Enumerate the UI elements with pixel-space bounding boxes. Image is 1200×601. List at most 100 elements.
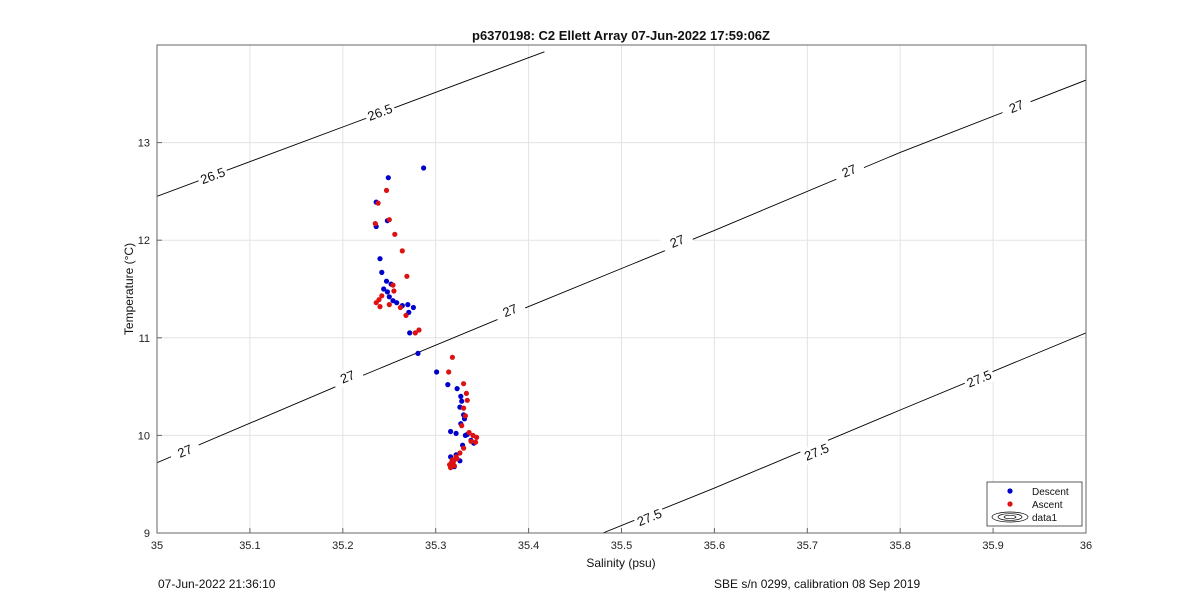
- x-tick-label: 35.5: [611, 540, 632, 552]
- contour-label-bg: [799, 438, 834, 466]
- x-tick-label: 35: [151, 540, 163, 552]
- ascent-point: [403, 312, 409, 318]
- descent-point: [434, 369, 440, 375]
- ascent-point: [373, 300, 379, 306]
- descent-point: [448, 428, 454, 435]
- contour-label: 27: [840, 161, 859, 180]
- descent-point: [462, 432, 468, 438]
- series-ascent: [372, 187, 480, 471]
- contour-label-bg: [632, 504, 667, 531]
- y-tick-label: 13: [138, 138, 150, 150]
- ascent-point: [372, 221, 378, 227]
- x-tick-label: 35.8: [889, 540, 910, 552]
- footer-timestamp: 07-Jun-2022 21:36:10: [158, 577, 276, 591]
- descent-point: [421, 165, 427, 171]
- descent-point: [379, 269, 385, 275]
- ascent-point: [454, 456, 460, 462]
- descent-point: [410, 304, 416, 311]
- ascent-point: [464, 397, 470, 403]
- descent-point: [385, 175, 391, 181]
- contour-label-bg: [330, 363, 365, 390]
- descent-point: [383, 278, 390, 284]
- ascent-point: [462, 413, 468, 419]
- x-axis-label: Salinity (psu): [586, 556, 655, 570]
- ascent-point: [463, 390, 469, 396]
- contour-line-27: [157, 79, 1086, 464]
- contour-label: 27: [175, 441, 194, 460]
- y-tick-label: 11: [139, 333, 150, 345]
- ascent-point: [468, 438, 474, 444]
- grid: [156, 45, 1087, 534]
- legend-label-ascent: Ascent: [1032, 500, 1063, 511]
- contour-label-bg: [962, 365, 997, 392]
- ascent-point: [383, 187, 390, 193]
- descent-point: [394, 300, 400, 306]
- ascent-point: [392, 231, 398, 237]
- ascent-point: [399, 248, 405, 254]
- contour-label: 27: [338, 367, 357, 386]
- ascent-point: [390, 282, 396, 288]
- x-axis: 35 35.1 35.2 35.3 35.4 35.5 35.6 35.7 35.8 35.9 36: [151, 528, 1092, 552]
- y-tick-label: 10: [138, 430, 150, 442]
- x-tick-label: 36: [1080, 540, 1092, 552]
- y-tick-label: 12: [138, 235, 150, 247]
- descent-point: [377, 256, 383, 262]
- contour-label-bg: [999, 93, 1034, 120]
- ascent-point: [450, 459, 456, 465]
- descent-point: [381, 286, 387, 292]
- ascent-point: [379, 293, 385, 299]
- legend-label-data1: data1: [1032, 513, 1057, 524]
- ascent-point: [449, 354, 455, 360]
- ascent-point: [461, 381, 467, 387]
- y-axis-label: Temperature (°C): [122, 243, 136, 335]
- contour-label-bg: [167, 437, 202, 465]
- descent-point: [458, 393, 464, 399]
- contour-label-bg: [195, 163, 230, 189]
- x-tick-label: 35.3: [425, 540, 446, 552]
- descent-point: [407, 330, 413, 336]
- ascent-point: [375, 200, 381, 206]
- x-tick-label: 35.6: [704, 540, 725, 552]
- legend-box: [986, 481, 1083, 527]
- footer-calibration: SBE s/n 0299, calibration 08 Sep 2019: [714, 577, 921, 591]
- legend-label-descent: Descent: [1032, 487, 1069, 498]
- contour-label-bg: [363, 99, 397, 126]
- ascent-point: [386, 302, 392, 308]
- contour-label-bg: [660, 228, 695, 255]
- legend-contour-icon: [991, 511, 1029, 523]
- ascent-point: [448, 465, 454, 471]
- data-points: [372, 165, 480, 471]
- ascent-point: [459, 423, 465, 429]
- contour-label: 27: [668, 231, 687, 250]
- contour-label: 26.5: [198, 164, 227, 187]
- contour-label-bg: [832, 157, 867, 185]
- x-tick-label: 35.1: [239, 540, 260, 552]
- ascent-point: [461, 445, 467, 451]
- ascent-point: [404, 273, 410, 279]
- contour-line-26-5: [157, 51, 545, 197]
- ascent-point: [461, 405, 467, 411]
- x-tick-label: 35.9: [982, 540, 1003, 552]
- contour-label: 27: [500, 301, 519, 320]
- descent-point: [405, 302, 411, 308]
- ascent-point: [466, 429, 472, 436]
- contour-label-bg: [493, 297, 527, 324]
- x-tick-label: 35.7: [797, 540, 818, 552]
- x-tick-label: 35.2: [332, 540, 353, 552]
- contour-label: 26.5: [365, 101, 394, 124]
- descent-point: [386, 294, 392, 300]
- ascent-point: [474, 434, 480, 440]
- ascent-point: [473, 439, 479, 445]
- descent-point: [384, 289, 390, 295]
- ascent-point: [377, 304, 383, 310]
- y-axis: 9 10 11 12 13: [138, 138, 162, 540]
- ascent-point: [391, 288, 397, 294]
- descent-point: [459, 398, 465, 404]
- chart-title: p6370198: C2 Ellett Array 07-Jun-2022 17…: [472, 28, 770, 43]
- ascent-point: [457, 450, 463, 456]
- legend: Descent Ascent data1: [986, 481, 1083, 527]
- descent-point: [415, 350, 421, 356]
- descent-point: [454, 386, 460, 392]
